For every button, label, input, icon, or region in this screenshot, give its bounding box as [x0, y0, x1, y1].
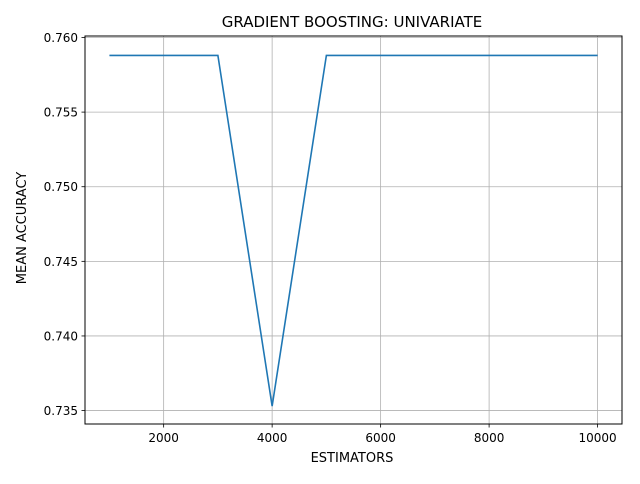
x-tick-label: 2000 [148, 431, 179, 445]
y-tick-label: 0.750 [44, 180, 78, 194]
chart-title: GRADIENT BOOSTING: UNIVARIATE [222, 13, 483, 31]
y-tick-label: 0.740 [44, 329, 78, 343]
x-tick-label: 8000 [474, 431, 505, 445]
y-axis-label: MEAN ACCURACY [15, 172, 30, 285]
y-tick-label: 0.745 [44, 255, 78, 269]
x-tick-label: 6000 [365, 431, 396, 445]
y-tick-label: 0.735 [44, 404, 78, 418]
x-tick-label: 4000 [257, 431, 288, 445]
x-tick-label: 10000 [578, 431, 616, 445]
y-tick-label: 0.755 [44, 106, 78, 120]
y-tick-label: 0.760 [44, 31, 78, 45]
x-axis-label: ESTIMATORS [311, 451, 394, 466]
